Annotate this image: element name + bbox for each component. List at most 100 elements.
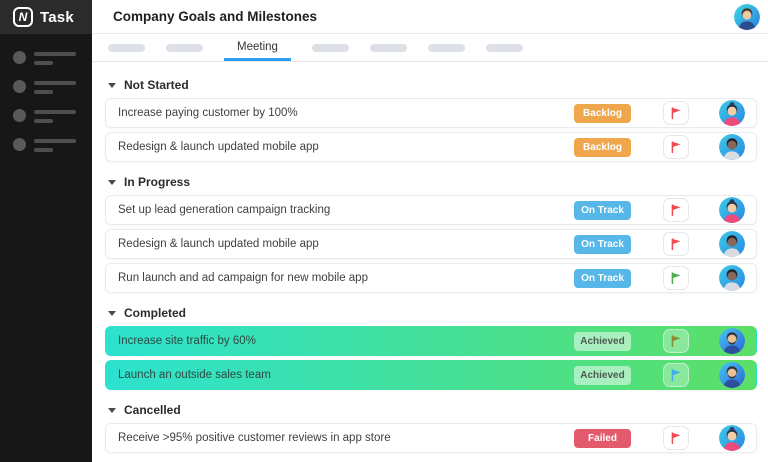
- section-rows: Increase site traffic by 60% Achieved La…: [105, 326, 757, 390]
- status-badge[interactable]: On Track: [574, 268, 631, 288]
- flag-button[interactable]: [663, 329, 689, 353]
- nav-item-label-placeholder: [34, 80, 76, 94]
- status-badge[interactable]: On Track: [574, 234, 631, 254]
- section-label: In Progress: [124, 175, 191, 189]
- main-panel: Company Goals and Milestones Meeting Not…: [92, 0, 768, 462]
- task-title: Run launch and ad campaign for new mobil…: [118, 272, 368, 284]
- tab-placeholder[interactable]: [485, 43, 523, 52]
- tab-meeting-label: Meeting: [237, 41, 278, 53]
- task-row[interactable]: Set up lead generation campaign tracking…: [105, 195, 757, 225]
- tab-meeting[interactable]: Meeting: [224, 34, 291, 61]
- status-badge[interactable]: Backlog: [574, 103, 631, 123]
- avatar-illustration: [719, 197, 745, 223]
- section-header[interactable]: Completed: [108, 306, 757, 320]
- flag-icon: [671, 432, 681, 445]
- sidebar-nav-item[interactable]: [0, 80, 92, 94]
- sidebar-nav-item[interactable]: [0, 138, 92, 152]
- assignee-avatar[interactable]: [719, 265, 745, 291]
- avatar-illustration: [719, 134, 745, 160]
- section-rows: Set up lead generation campaign tracking…: [105, 195, 757, 293]
- app-logo[interactable]: N Task: [0, 0, 92, 34]
- task-list-content: Not Started Increase paying customer by …: [92, 62, 768, 462]
- sidebar-nav-item[interactable]: [0, 51, 92, 65]
- flag-button[interactable]: [663, 232, 689, 256]
- task-row[interactable]: Launch an outside sales team Achieved: [105, 360, 757, 390]
- section-header[interactable]: In Progress: [108, 175, 757, 189]
- assignee-avatar[interactable]: [719, 197, 745, 223]
- avatar-illustration: [719, 265, 745, 291]
- sidebar-nav-item[interactable]: [0, 109, 92, 123]
- flag-icon: [671, 272, 681, 285]
- section-header[interactable]: Cancelled: [108, 403, 757, 417]
- collapse-chevron-icon: [108, 310, 116, 316]
- status-badge[interactable]: Backlog: [574, 137, 631, 157]
- nav-item-icon-placeholder: [13, 109, 26, 122]
- task-title: Increase paying customer by 100%: [118, 107, 298, 119]
- status-badge[interactable]: Failed: [574, 428, 631, 448]
- avatar-illustration: [734, 3, 760, 30]
- nav-item-label-placeholder: [34, 109, 76, 123]
- flag-icon: [671, 107, 681, 120]
- task-row[interactable]: Increase paying customer by 100% Backlog: [105, 98, 757, 128]
- avatar-illustration: [719, 100, 745, 126]
- flag-button[interactable]: [663, 101, 689, 125]
- tab-placeholder[interactable]: [108, 43, 145, 52]
- assignee-avatar[interactable]: [719, 100, 745, 126]
- nav-item-label-placeholder: [34, 51, 76, 65]
- task-title: Receive >95% positive customer reviews i…: [118, 432, 391, 444]
- section-header[interactable]: Not Started: [108, 78, 757, 92]
- assignee-avatar[interactable]: [719, 231, 745, 257]
- ntask-logo-icon: N: [13, 7, 33, 27]
- collapse-chevron-icon: [108, 82, 116, 88]
- task-title: Launch an outside sales team: [118, 369, 271, 381]
- flag-button[interactable]: [663, 266, 689, 290]
- nav-item-icon-placeholder: [13, 138, 26, 151]
- status-badge[interactable]: Achieved: [574, 365, 631, 385]
- section-rows: Receive >95% positive customer reviews i…: [105, 423, 757, 453]
- assignee-avatar[interactable]: [719, 134, 745, 160]
- nav-item-label-placeholder: [34, 138, 76, 152]
- task-title: Set up lead generation campaign tracking: [118, 204, 331, 216]
- flag-button[interactable]: [663, 135, 689, 159]
- tab-placeholder[interactable]: [166, 43, 203, 52]
- flag-icon: [671, 204, 681, 217]
- flag-icon: [671, 335, 681, 348]
- flag-icon: [671, 369, 681, 382]
- task-row[interactable]: Receive >95% positive customer reviews i…: [105, 423, 757, 453]
- task-row[interactable]: Redesign & launch updated mobile app Bac…: [105, 132, 757, 162]
- flag-icon: [671, 141, 681, 154]
- flag-button[interactable]: [663, 363, 689, 387]
- task-title: Increase site traffic by 60%: [118, 335, 256, 347]
- task-title: Redesign & launch updated mobile app: [118, 238, 319, 250]
- section-label: Cancelled: [124, 403, 181, 417]
- app-logo-label: Task: [40, 8, 74, 26]
- section-label: Completed: [124, 306, 187, 320]
- assignee-avatar[interactable]: [719, 425, 745, 451]
- avatar-illustration: [719, 425, 745, 451]
- status-badge[interactable]: On Track: [574, 200, 631, 220]
- page-title: Company Goals and Milestones: [113, 9, 318, 24]
- status-badge[interactable]: Achieved: [574, 331, 631, 351]
- task-row[interactable]: Redesign & launch updated mobile app On …: [105, 229, 757, 259]
- nav-item-icon-placeholder: [13, 80, 26, 93]
- flag-button[interactable]: [663, 426, 689, 450]
- flag-button[interactable]: [663, 198, 689, 222]
- assignee-avatar[interactable]: [719, 328, 745, 354]
- avatar-illustration: [719, 362, 745, 388]
- tab-bar: Meeting: [92, 34, 768, 62]
- tab-placeholder[interactable]: [427, 43, 465, 52]
- tab-placeholder[interactable]: [311, 43, 349, 52]
- nav-item-icon-placeholder: [13, 51, 26, 64]
- sidebar: N Task: [0, 0, 92, 462]
- header: Company Goals and Milestones: [92, 0, 768, 34]
- section-label: Not Started: [124, 78, 189, 92]
- assignee-avatar[interactable]: [719, 362, 745, 388]
- collapse-chevron-icon: [108, 179, 116, 185]
- tab-placeholder[interactable]: [369, 43, 407, 52]
- user-avatar[interactable]: [734, 3, 760, 30]
- task-row[interactable]: Run launch and ad campaign for new mobil…: [105, 263, 757, 293]
- task-row[interactable]: Increase site traffic by 60% Achieved: [105, 326, 757, 356]
- flag-icon: [671, 238, 681, 251]
- sidebar-nav-list: [0, 34, 92, 152]
